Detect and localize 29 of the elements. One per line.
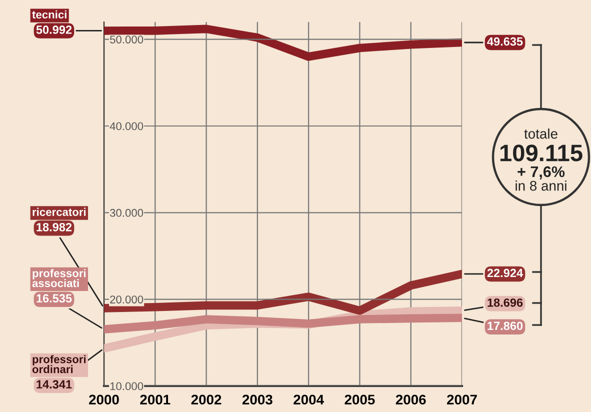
y-tick-label: 20.000 [110,296,144,304]
x-tick-label: 2003 [242,394,272,405]
text: ricercatori [32,208,86,216]
data-label: 18.982 [36,222,72,232]
x-tick-label: 2006 [396,394,426,405]
y-tick-label: 10.000 [110,382,144,390]
data-label: 16.535 [36,294,72,303]
data-label: 17.860 [488,322,523,330]
x-tick-label: 2005 [344,394,375,405]
x-tick-label: 2002 [191,394,222,405]
data-label: 50.992 [36,26,72,34]
y-tick-label: 50.000 [110,36,144,44]
data-label: 14.341 [36,380,72,389]
text: in 8 anni [516,180,566,191]
x-tick-label: 2007 [447,394,477,405]
y-tick-label: 40.000 [110,122,144,130]
text: tecnici [32,10,66,19]
text: professori associati [32,269,86,288]
x-tick-label: 2004 [294,394,324,405]
text: 109.115 [500,144,582,162]
x-tick-label: 2000 [89,394,119,405]
text: totale [524,128,558,139]
data-label: 22.924 [487,268,523,278]
data-label: 18.696 [488,298,523,307]
text: + 7,6% [518,166,565,180]
data-label: 49.635 [487,37,523,46]
x-tick-label: 2001 [140,394,170,405]
series-label: professori ordinari [32,355,86,374]
y-tick-label: 30.000 [110,208,144,217]
